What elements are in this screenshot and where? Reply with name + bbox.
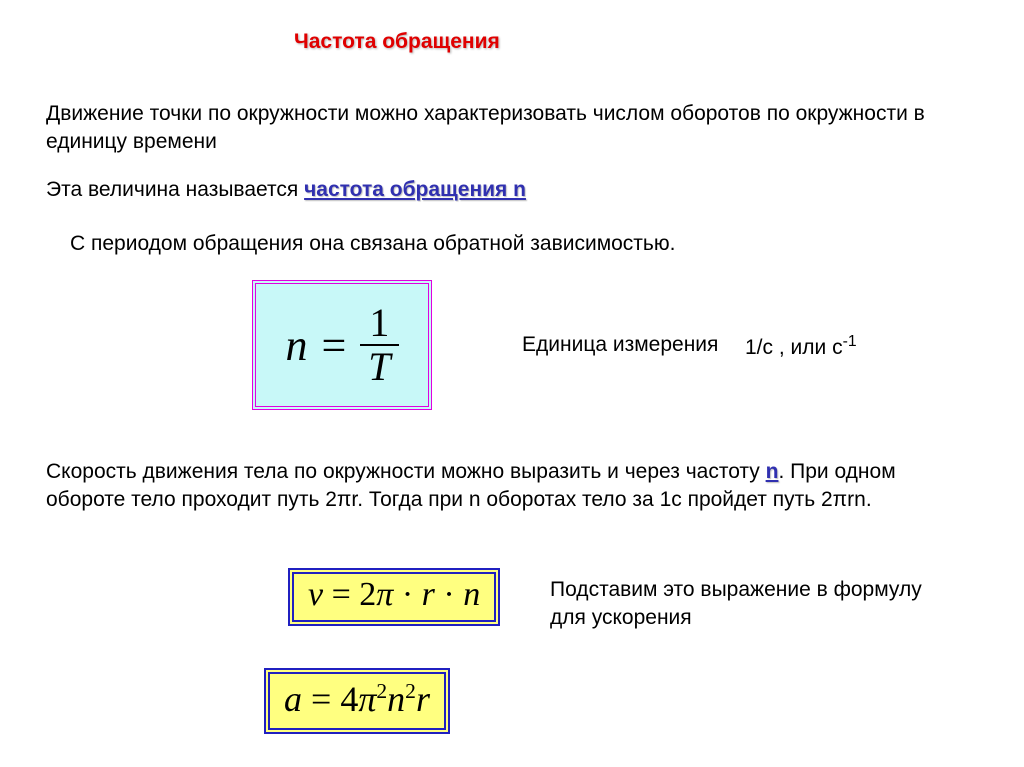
formula-acc-lhs: a — [284, 679, 302, 719]
formula-lhs: n — [285, 320, 307, 371]
paragraph-intro: Движение точки по окружности можно харак… — [46, 100, 946, 157]
unit-label: Единица измерения — [522, 333, 718, 357]
paragraph-relation: С периодом обращения она связана обратно… — [70, 232, 675, 256]
formula-acc-n: n — [387, 679, 405, 719]
formula-velocity: v = 2π · r · n — [288, 568, 500, 626]
formula-velocity-text: v = 2π · r · n — [308, 576, 480, 613]
formula-acc-coeff: 4 — [340, 679, 358, 719]
unit-value-text: 1/с , или с — [745, 336, 843, 359]
page-title: Частота обращения — [294, 30, 500, 54]
formula-acc-exp2: 2 — [405, 679, 416, 703]
definition-prefix: Эта величина называется — [46, 178, 304, 201]
paragraph-substitute: Подставим это выражение в формулу для ус… — [550, 576, 930, 633]
paragraph-velocity: Скорость движения тела по окружности мож… — [46, 458, 976, 515]
formula-acc-eq: = — [311, 679, 340, 719]
formula-eq: = — [321, 320, 346, 371]
fraction-numerator: 1 — [361, 302, 397, 344]
paragraph-definition: Эта величина называется частота обращени… — [46, 178, 526, 202]
formula-fraction: 1 T — [360, 302, 398, 388]
formula-acc-exp1: 2 — [376, 679, 387, 703]
formula-acc-pi: π — [358, 679, 376, 719]
term-frequency: частота обращения n — [304, 178, 526, 201]
fraction-denominator: T — [360, 346, 398, 388]
formula-content: n = 1 T — [285, 302, 398, 388]
formula-n-equals-1-over-T: n = 1 T — [252, 280, 432, 410]
formula-acceleration: a = 4π2n2r — [264, 668, 450, 734]
unit-value: 1/с , или с-1 — [745, 333, 857, 360]
formula-acc-r: r — [416, 679, 430, 719]
velocity-part1: Скорость движения тела по окружности мож… — [46, 460, 766, 483]
velocity-n-emphasis: n — [766, 460, 779, 483]
unit-value-superscript: -1 — [843, 333, 857, 350]
